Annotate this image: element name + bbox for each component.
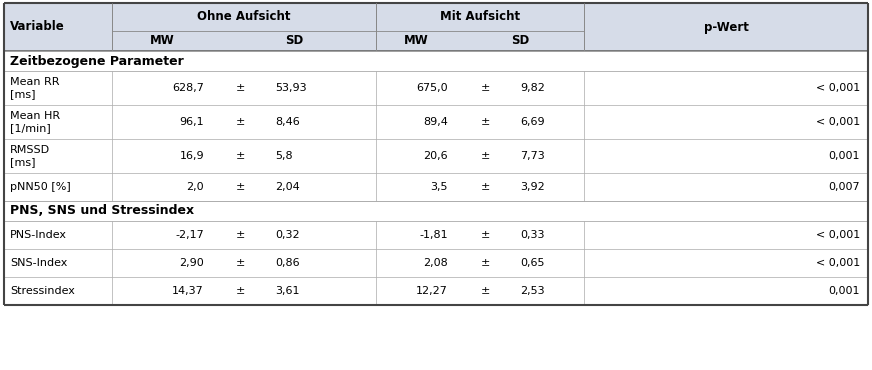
Text: 0,86: 0,86 [275,258,300,268]
Text: MW: MW [404,34,428,47]
Text: SD: SD [511,34,529,47]
Bar [4,71,868,105]
Text: 0,001: 0,001 [828,151,860,161]
Text: ±: ± [480,83,490,93]
Bar [4,249,868,277]
Text: 0,32: 0,32 [275,230,300,240]
Text: 8,46: 8,46 [275,117,300,127]
Text: 2,53: 2,53 [520,286,545,296]
Text: ±: ± [235,117,245,127]
Text: PNS-Index: PNS-Index [10,230,67,240]
Text: ±: ± [235,258,245,268]
Text: < 0,001: < 0,001 [815,258,860,268]
Text: ±: ± [480,182,490,192]
Text: 53,93: 53,93 [275,83,307,93]
Text: ±: ± [235,182,245,192]
Text: 3,92: 3,92 [520,182,545,192]
Text: Ohne Aufsicht: Ohne Aufsicht [197,10,290,24]
Text: SNS-Index: SNS-Index [10,258,67,268]
Text: ±: ± [235,230,245,240]
Bar [4,277,868,305]
Bar [376,3,584,31]
Text: ±: ± [480,230,490,240]
Text: -2,17: -2,17 [175,230,204,240]
Text: ±: ± [235,286,245,296]
Text: ±: ± [235,151,245,161]
Text: ±: ± [235,83,245,93]
Bar [112,3,376,31]
Text: 0,33: 0,33 [520,230,544,240]
Bar [584,3,868,51]
Bar [4,51,868,71]
Text: 96,1: 96,1 [180,117,204,127]
Bar [4,105,868,139]
Text: -1,81: -1,81 [419,230,448,240]
Text: ±: ± [480,258,490,268]
Bar [376,31,456,51]
Text: 9,82: 9,82 [520,83,545,93]
Text: pNN50 [%]: pNN50 [%] [10,182,71,192]
Text: 2,04: 2,04 [275,182,300,192]
Text: 0,001: 0,001 [828,286,860,296]
Text: 89,4: 89,4 [423,117,448,127]
Text: < 0,001: < 0,001 [815,83,860,93]
Text: 0,007: 0,007 [828,182,860,192]
Text: 7,73: 7,73 [520,151,545,161]
Text: 2,90: 2,90 [180,258,204,268]
Text: p-Wert: p-Wert [704,20,748,34]
Text: 628,7: 628,7 [172,83,204,93]
Text: 5,8: 5,8 [275,151,293,161]
Bar [4,173,868,201]
Bar [4,201,868,221]
Text: 16,9: 16,9 [180,151,204,161]
Bar [112,31,212,51]
Text: ±: ± [480,151,490,161]
Text: 20,6: 20,6 [424,151,448,161]
Text: 2,0: 2,0 [187,182,204,192]
Text: ±: ± [480,286,490,296]
Text: Mean RR
[ms]: Mean RR [ms] [10,77,59,99]
Text: PNS, SNS und Stressindex: PNS, SNS und Stressindex [10,205,194,218]
Text: Zeitbezogene Parameter: Zeitbezogene Parameter [10,54,184,67]
Text: < 0,001: < 0,001 [815,117,860,127]
Text: < 0,001: < 0,001 [815,230,860,240]
Bar [4,3,112,51]
Bar [4,221,868,249]
Text: 12,27: 12,27 [416,286,448,296]
Text: Stressindex: Stressindex [10,286,75,296]
Text: RMSSD
[ms]: RMSSD [ms] [10,145,50,167]
Text: 6,69: 6,69 [520,117,545,127]
Text: 3,5: 3,5 [431,182,448,192]
Text: 2,08: 2,08 [423,258,448,268]
Text: 14,37: 14,37 [173,286,204,296]
Text: SD: SD [285,34,303,47]
Text: Variable: Variable [10,20,65,34]
Text: 3,61: 3,61 [275,286,299,296]
Text: 0,65: 0,65 [520,258,544,268]
Text: 675,0: 675,0 [416,83,448,93]
Text: Mean HR
[1/min]: Mean HR [1/min] [10,111,60,133]
Text: Mit Aufsicht: Mit Aufsicht [440,10,520,24]
Bar [212,31,376,51]
Bar [456,31,584,51]
Text: ±: ± [480,117,490,127]
Text: MW: MW [150,34,174,47]
Bar [4,139,868,173]
